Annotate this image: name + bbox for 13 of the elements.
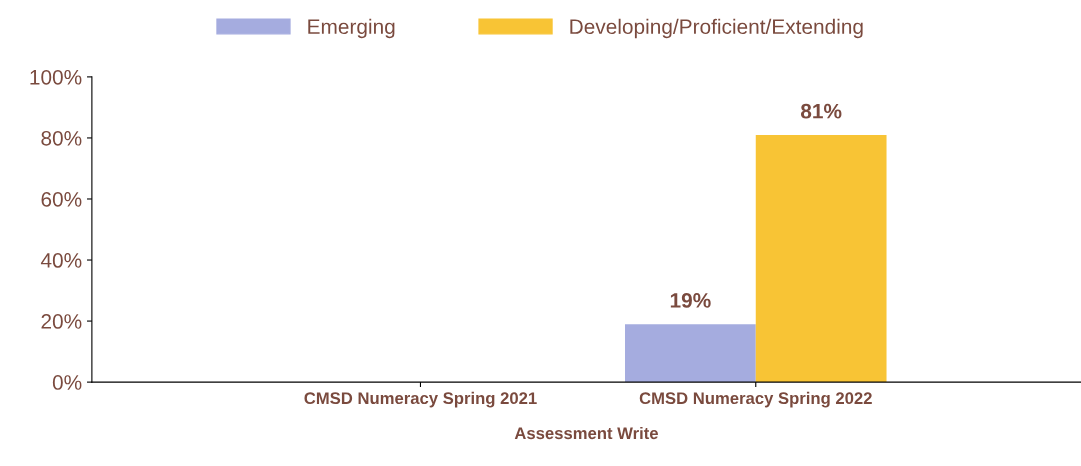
legend-label: Developing/Proficient/Extending xyxy=(570,18,863,39)
y-tick-label: 40% xyxy=(40,253,82,268)
y-tick-label: 0% xyxy=(52,375,82,390)
data-label: 81% xyxy=(800,103,842,119)
x-axis-title: Assessment Write xyxy=(514,426,658,440)
x-tick-label: CMSD Numeracy Spring 2022 xyxy=(639,391,872,408)
data-label: 19% xyxy=(670,293,711,308)
y-tick-label: 100% xyxy=(30,69,82,85)
legend-label: Emerging xyxy=(308,18,395,39)
y-tick-label: 60% xyxy=(41,191,82,207)
y-tick-label: 20% xyxy=(41,314,82,329)
x-tick-label: CMSD Numeracy Spring 2021 xyxy=(304,391,537,408)
y-tick-label: 80% xyxy=(41,130,82,146)
